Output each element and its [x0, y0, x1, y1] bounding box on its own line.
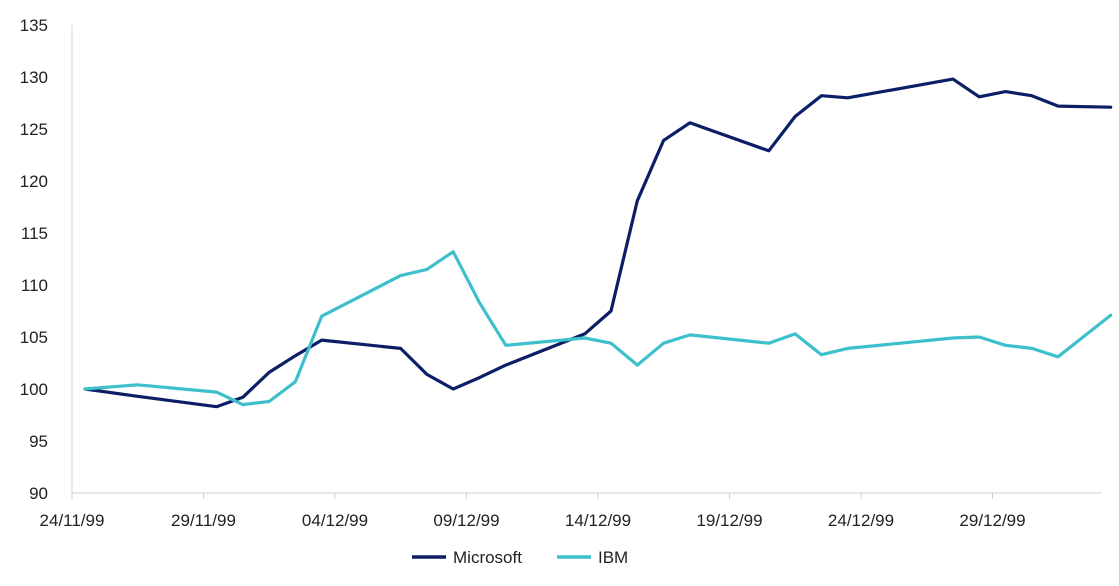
x-tick-label: 19/12/99	[696, 511, 762, 530]
axes: 90 95 100 105 110 115 120 125 130 135 24/11/99 29/1…	[20, 16, 1102, 530]
legend-label-microsoft: Microsoft	[453, 548, 522, 567]
y-tick-label: 95	[29, 432, 48, 451]
x-tick-label: 04/12/99	[302, 511, 368, 530]
y-tick-label: 90	[29, 484, 48, 503]
legend-label-ibm: IBM	[598, 548, 628, 567]
series-line-ibm	[83, 250, 1113, 407]
y-tick-label: 110	[21, 276, 48, 295]
y-tick-label: 115	[21, 224, 48, 243]
x-tick-label: 29/11/99	[171, 511, 236, 530]
y-tick-label: 105	[20, 328, 48, 347]
x-tick-label: 29/12/99	[959, 511, 1025, 530]
y-tick-label: 120	[20, 172, 48, 191]
y-tick-label: 125	[20, 120, 48, 139]
y-tick-label: 100	[20, 380, 48, 399]
x-tick-label: 24/12/99	[828, 511, 894, 530]
x-tick-label: 14/12/99	[565, 511, 631, 530]
y-tick-label: 130	[20, 68, 48, 87]
plot-area	[83, 77, 1113, 409]
series-line-microsoft	[83, 77, 1113, 409]
x-tick-label: 24/11/99	[40, 511, 105, 530]
x-tick-label: 09/12/99	[433, 511, 499, 530]
legend: Microsoft IBM	[412, 548, 628, 567]
y-tick-label: 135	[20, 16, 48, 35]
